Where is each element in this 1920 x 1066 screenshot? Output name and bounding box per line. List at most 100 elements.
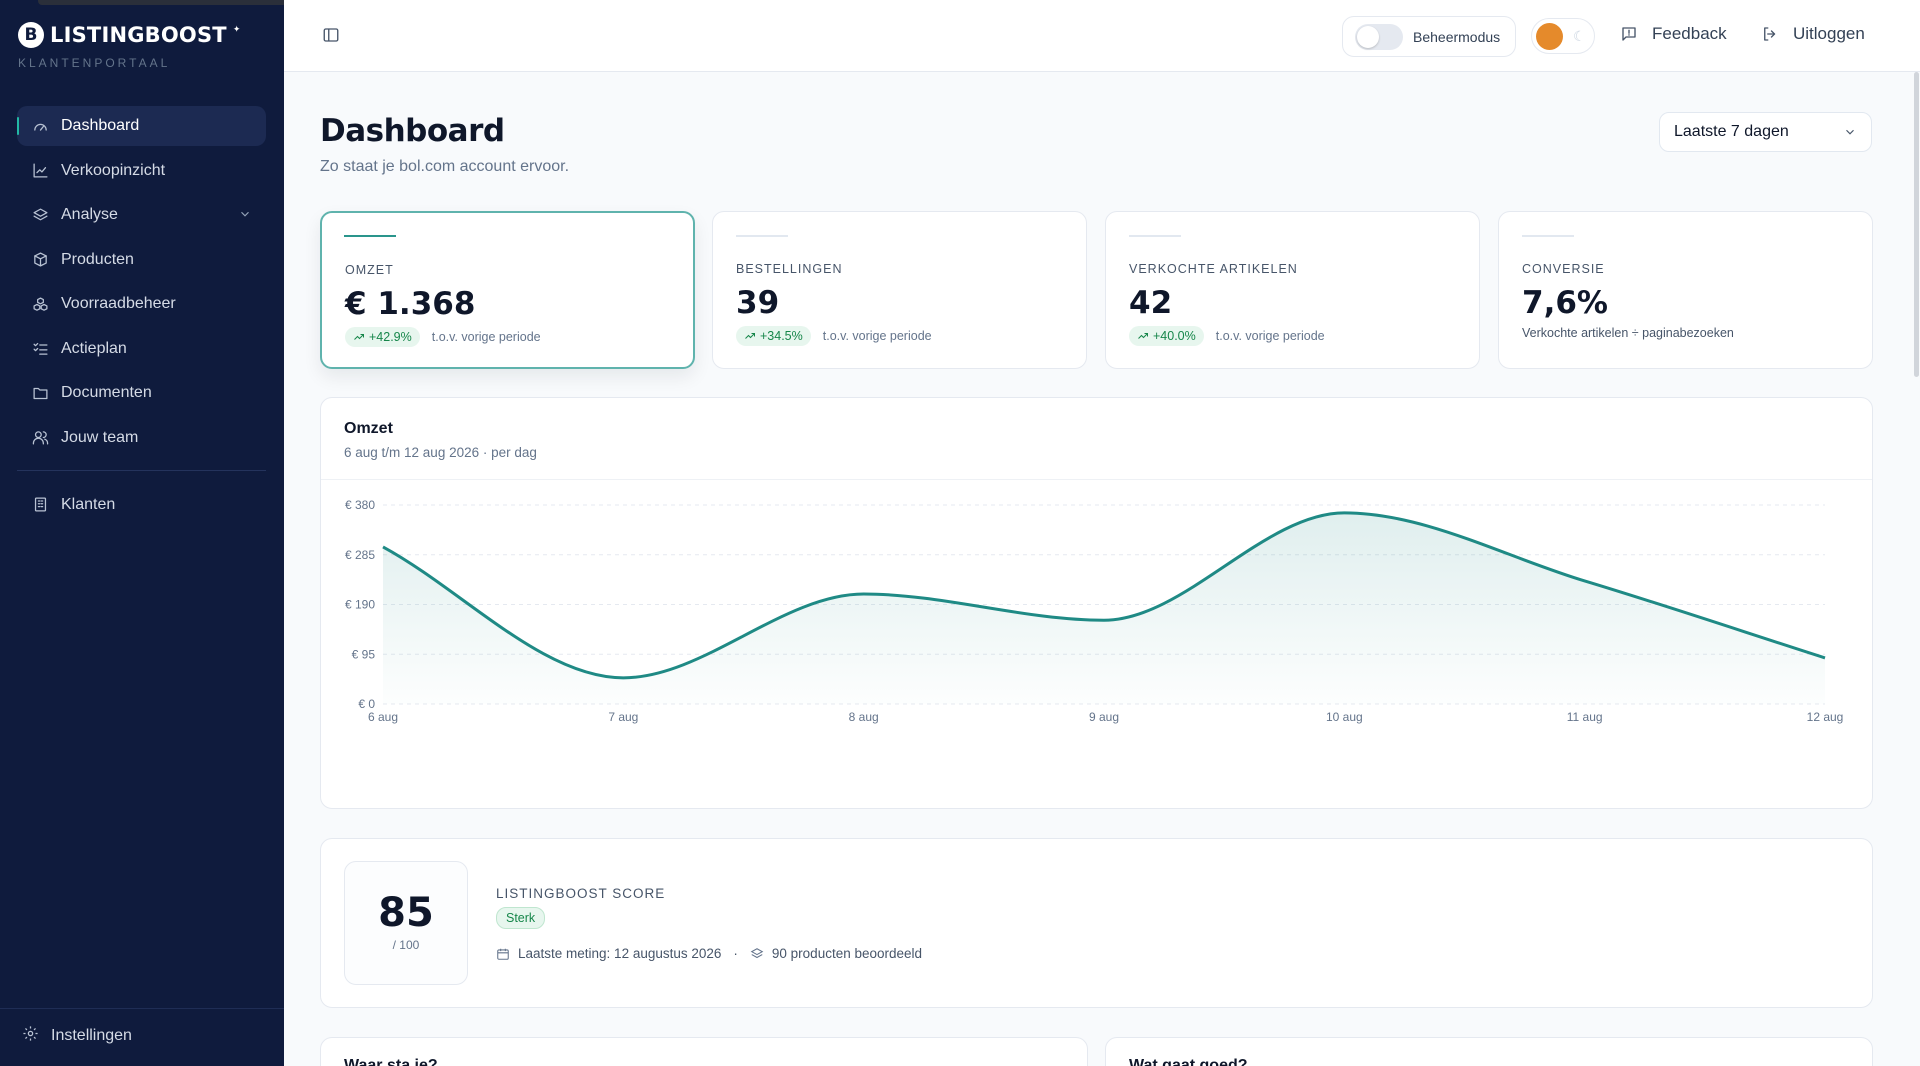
folder-icon <box>31 384 49 402</box>
listingboost-score-card: 85 / 100 LISTINGBOOST SCORE Sterk Laatst… <box>320 838 1873 1008</box>
sidebar-nav: Dashboard Verkoopinzicht Analyse Product… <box>17 106 266 529</box>
gear-icon <box>22 1025 39 1047</box>
moon-icon: ☾ <box>1573 27 1586 44</box>
main-content: Beheermodus ☾ Feedback Uitloggen Dashboa… <box>284 0 1920 1066</box>
sidebar-bottom-divider <box>0 1008 284 1009</box>
sidebar-item-producten[interactable]: Producten <box>17 240 266 280</box>
chart-subtitle: 6 aug t/m 12 aug 2026 · per dag <box>344 445 537 460</box>
score-box: 85 / 100 <box>344 861 468 985</box>
sidebar-divider <box>17 469 266 471</box>
chart-title: Omzet <box>344 420 393 437</box>
sidebar-item-klanten[interactable]: Klanten <box>17 485 266 525</box>
kpi-delta: +34.5% t.o.v. vorige periode <box>736 326 932 346</box>
page-subtitle: Zo staat je bol.com account ervoor. <box>320 158 570 175</box>
kpi-accent-bar <box>1522 235 1574 237</box>
sun-icon <box>1536 22 1563 50</box>
chevron-down-icon <box>238 207 252 226</box>
kpi-value: 7,6% <box>1522 285 1608 321</box>
products-rated: 90 producten beoordeeld <box>771 946 923 961</box>
admin-mode-toggle[interactable]: Beheermodus <box>1342 16 1516 57</box>
sidebar-item-label: Verkoopinzicht <box>61 161 166 179</box>
brand-mark-icon: B <box>18 22 44 48</box>
sidebar-toggle-button[interactable] <box>322 26 342 46</box>
card-wat-gaat-goed: Wat gaat goed? <box>1105 1037 1873 1066</box>
date-range-value: Laatste 7 dagen <box>1674 123 1789 140</box>
chevron-down-icon <box>1846 129 1854 135</box>
revenue-chart-card: Omzet 6 aug t/m 12 aug 2026 · per dag € … <box>320 397 1873 809</box>
theme-toggle[interactable]: ☾ <box>1531 18 1595 54</box>
box-icon <box>31 251 49 269</box>
last-measured: Laatste meting: 12 augustus 2026 <box>518 946 722 961</box>
score-status-badge: Sterk <box>496 907 546 929</box>
score-max: / 100 <box>392 938 420 952</box>
x-tick-label: 12 aug <box>1807 710 1844 724</box>
gauge-icon <box>31 117 49 135</box>
x-tick-label: 8 aug <box>849 710 879 724</box>
admin-mode-switch[interactable] <box>1355 23 1403 50</box>
topbar: Beheermodus ☾ Feedback Uitloggen <box>284 0 1920 72</box>
kpi-delta: +42.9% t.o.v. vorige periode <box>345 327 541 347</box>
sidebar-item-settings[interactable]: Instellingen <box>22 1025 132 1047</box>
kpi-card-verkochte-artikelen[interactable]: VERKOCHTE ARTIKELEN 42 +40.0% t.o.v. vor… <box>1105 211 1480 369</box>
x-tick-label: 9 aug <box>1089 710 1119 724</box>
delta-value: +42.9% <box>369 330 412 344</box>
admin-mode-label: Beheermodus <box>1413 28 1501 45</box>
kpi-delta: +40.0% t.o.v. vorige periode <box>1129 326 1325 346</box>
building-icon <box>31 496 49 514</box>
y-tick-label: € 380 <box>345 498 375 512</box>
kpi-note: Verkochte artikelen ÷ paginabezoeken <box>1522 326 1734 340</box>
card-title: Waar sta je? <box>344 1057 438 1066</box>
sidebar-item-analyse[interactable]: Analyse <box>17 195 266 235</box>
revenue-area-chart[interactable]: € 0 € 95 € 190 € 285 € 380 6 aug 7 aug 8 aug 9 … <box>321 480 1874 808</box>
sidebar-item-jouw-team[interactable]: Jouw team <box>17 418 266 458</box>
trending-up-icon <box>354 334 364 340</box>
y-tick-label: € 285 <box>345 548 375 562</box>
delta-badge: +42.9% <box>345 327 420 347</box>
chart-area-fill <box>383 512 1825 704</box>
window-top-sliver <box>38 0 334 5</box>
kpi-card-conversie[interactable]: CONVERSIE 7,6% Verkochte artikelen ÷ pag… <box>1498 211 1873 369</box>
layers-icon <box>750 947 764 958</box>
settings-label: Instellingen <box>51 1027 132 1044</box>
y-tick-label: € 95 <box>352 647 376 661</box>
sidebar-item-label: Voorraadbeheer <box>61 295 176 312</box>
score-value: 85 <box>378 890 434 936</box>
sidebar-item-label: Jouw team <box>61 428 139 446</box>
checklist-icon <box>31 340 49 358</box>
brand-logo[interactable]: B LISTINGBOOST ✦ KLANTENPORTAAL <box>18 22 240 70</box>
sidebar-item-label: Actieplan <box>61 339 127 357</box>
sidebar-item-label: Documenten <box>61 384 152 401</box>
x-tick-label: 11 aug <box>1567 710 1603 724</box>
sidebar-item-actieplan[interactable]: Actieplan <box>17 329 266 369</box>
logout-button[interactable]: Uitloggen <box>1761 24 1865 44</box>
date-range-select[interactable]: Laatste 7 dagen <box>1659 112 1872 152</box>
sidebar-item-verkoopinzicht[interactable]: Verkoopinzicht <box>17 151 266 191</box>
kpi-value: € 1.368 <box>345 286 476 322</box>
delta-value: +34.5% <box>760 329 803 343</box>
logout-icon <box>1764 27 1776 41</box>
message-icon <box>1622 27 1636 41</box>
calendar-icon <box>497 948 509 960</box>
kpi-label: OMZET <box>345 263 394 277</box>
page-title: Dashboard <box>320 113 505 149</box>
line-chart-icon <box>31 162 49 180</box>
kpi-card-omzet[interactable]: OMZET € 1.368 +42.9% t.o.v. vorige perio… <box>320 211 695 369</box>
delta-text: t.o.v. vorige periode <box>431 330 541 344</box>
brand-name: LISTINGBOOST <box>50 23 227 47</box>
sidebar-item-documenten[interactable]: Documenten <box>17 373 266 413</box>
card-waar-sta-je: Waar sta je? <box>320 1037 1088 1066</box>
scrollbar[interactable] <box>1912 72 1920 1066</box>
x-tick-label: 6 aug <box>368 710 398 724</box>
feedback-button[interactable]: Feedback <box>1620 24 1727 44</box>
sidebar-item-label: Klanten <box>61 495 116 513</box>
sidebar-item-dashboard[interactable]: Dashboard <box>17 106 266 146</box>
delta-badge: +34.5% <box>736 326 811 346</box>
sidebar-item-label: Analyse <box>61 206 118 223</box>
kpi-card-bestellingen[interactable]: BESTELLINGEN 39 +34.5% t.o.v. vorige per… <box>712 211 1087 369</box>
x-tick-label: 7 aug <box>608 710 638 724</box>
delta-value: +40.0% <box>1153 329 1196 343</box>
sidebar-item-voorraadbeheer[interactable]: Voorraadbeheer <box>17 284 266 324</box>
delta-text: t.o.v. vorige periode <box>822 329 932 343</box>
scrollbar-thumb[interactable] <box>1914 72 1919 377</box>
